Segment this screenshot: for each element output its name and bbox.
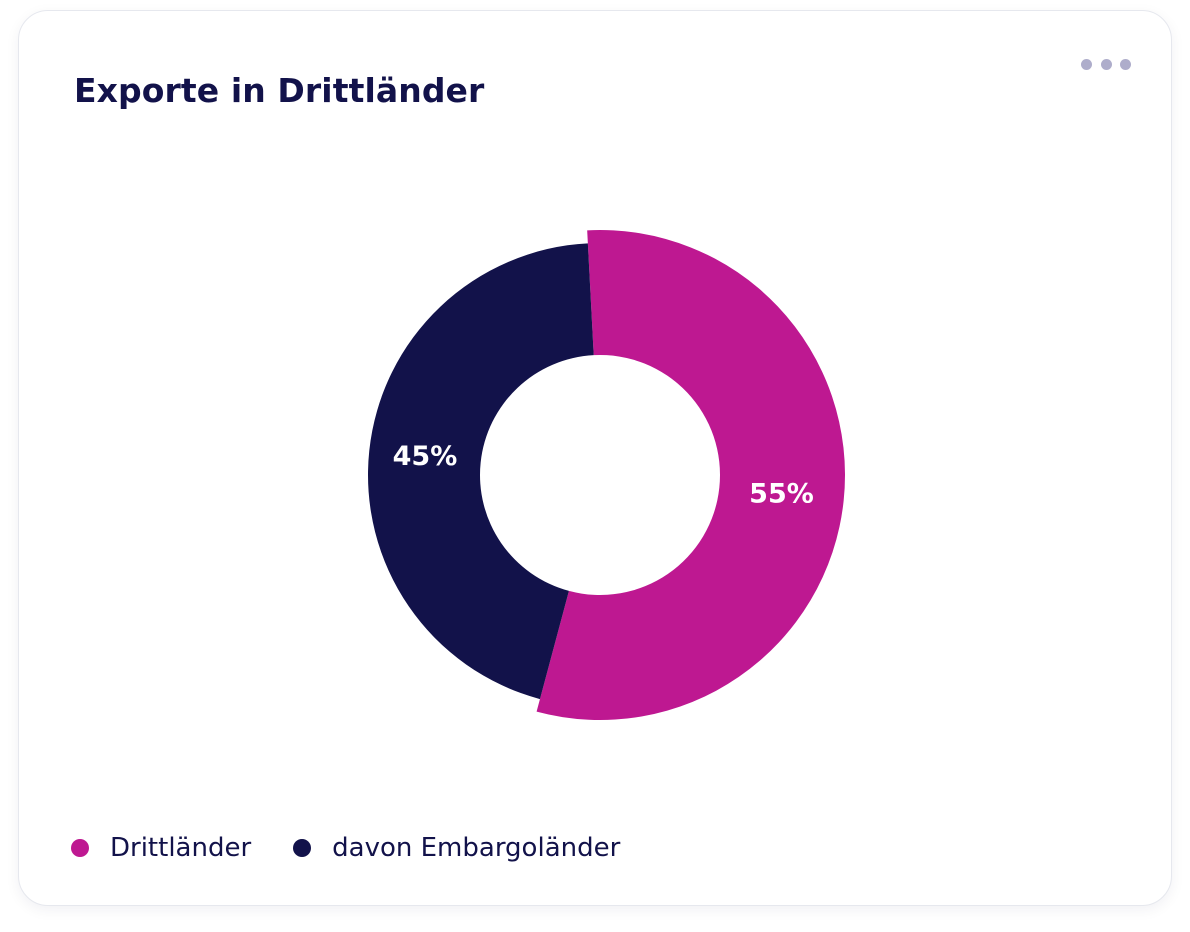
legend-marker xyxy=(71,839,89,857)
more-horizontal-icon xyxy=(1120,58,1131,70)
legend-label: davon Embargoländer xyxy=(332,833,621,863)
more-options-button[interactable] xyxy=(1081,55,1131,73)
legend-item-drittlaender[interactable]: Drittländer xyxy=(71,833,251,863)
legend-marker xyxy=(293,839,312,857)
card-title: Exporte in Drittländer xyxy=(74,71,485,110)
more-horizontal-icon xyxy=(1100,58,1112,70)
donut-slice-embargolaender[interactable] xyxy=(368,243,594,700)
donut-slice-drittlaender[interactable] xyxy=(536,230,846,721)
chart-card: Exporte in Drittländer Drittländer davon… xyxy=(18,10,1172,906)
slice-value-label: 55% xyxy=(749,479,814,510)
legend-item-embargolaender[interactable]: davon Embargoländer xyxy=(293,833,620,863)
chart-legend: Drittländer davon Embargoländer xyxy=(71,833,662,863)
more-horizontal-icon xyxy=(1081,58,1092,70)
slice-value-label: 45% xyxy=(393,441,458,472)
legend-label: Drittländer xyxy=(110,833,252,863)
